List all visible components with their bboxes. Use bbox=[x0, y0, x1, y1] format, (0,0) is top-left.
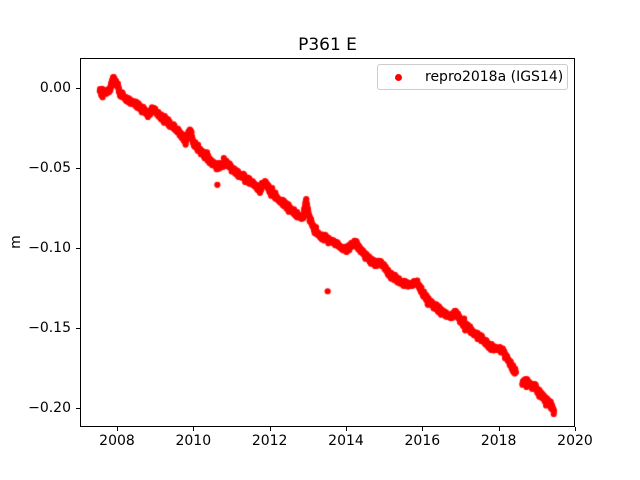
y-tick-mark bbox=[76, 408, 80, 410]
y-tick-label: −0.20 bbox=[28, 400, 71, 417]
x-tick-label: 2014 bbox=[328, 433, 364, 449]
x-tick-label: 2008 bbox=[99, 433, 135, 449]
y-tick-mark bbox=[76, 88, 80, 89]
x-tick-mark bbox=[193, 427, 195, 431]
x-tick-label: 2020 bbox=[557, 433, 593, 449]
legend-label: repro2018a (IGS14) bbox=[425, 69, 564, 85]
y-tick-label: −0.05 bbox=[28, 160, 71, 176]
x-tick-label: 2016 bbox=[404, 433, 441, 449]
y-tick-mark bbox=[76, 168, 80, 169]
y-tick-mark bbox=[76, 248, 80, 250]
x-tick-mark bbox=[116, 427, 118, 431]
x-tick-mark bbox=[422, 427, 424, 431]
y-tick-label: −0.10 bbox=[28, 240, 71, 257]
scatter-series-canvas bbox=[80, 58, 575, 427]
x-tick-mark bbox=[498, 427, 500, 431]
x-tick-mark bbox=[575, 427, 576, 431]
legend: repro2018a (IGS14) bbox=[377, 64, 568, 90]
x-tick-label: 2010 bbox=[175, 433, 212, 449]
chart-title: P361 E bbox=[298, 35, 357, 55]
legend-marker-icon bbox=[395, 73, 402, 81]
x-tick-label: 2018 bbox=[480, 433, 517, 449]
x-tick-mark bbox=[345, 427, 347, 431]
y-tick-label: −0.15 bbox=[28, 320, 71, 337]
x-tick-label: 2012 bbox=[251, 433, 288, 449]
x-tick-mark bbox=[269, 427, 271, 431]
y-tick-label: 0.00 bbox=[39, 80, 71, 96]
y-tick-mark bbox=[76, 328, 80, 330]
